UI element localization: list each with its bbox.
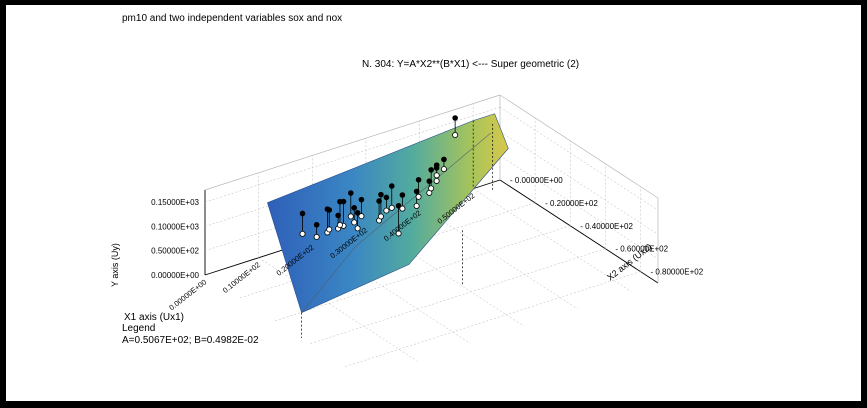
observed-point-17 [413,188,420,195]
observed-point-24 [452,115,458,121]
floor-gridline-x2-3 [345,271,641,367]
legend-text: A=0.5067E+02; B=0.4982E-02 [122,335,259,346]
floor-gridline-x1-4 [473,188,632,292]
floor-gridline-x1-3 [419,205,578,310]
x-tick-label-1: 0.10000E+02 [221,260,262,295]
observed-point-4 [335,212,341,219]
observed-point-11 [376,198,382,204]
fitted-point-18 [415,193,422,200]
observed-point-6 [337,198,343,205]
side-gridline-y-1 [499,131,659,235]
chart-header: pm10 and two independent variables sox a… [122,13,342,24]
fitted-point-21 [433,177,440,184]
observed-point-14 [383,194,390,201]
fitted-surface [267,113,509,314]
y-tick-label-1: 0.50000E+02 [151,247,199,256]
observed-point-16 [399,192,406,198]
z-tick-label-3: - 0.60000E+02 [615,245,668,254]
fitted-point-12 [377,213,384,220]
fitted-point-6 [336,222,343,229]
side-wall-top [499,94,659,199]
z-tick-label-4: - 0.80000E+02 [650,268,703,277]
observed-point-9 [347,190,354,196]
x2-axis-line [499,179,659,284]
x-axis-label: X1 axis (Ux1) [124,312,184,323]
floor-gridline-x1-2 [365,222,525,327]
fitted-point-24 [452,131,459,138]
observed-point-23 [441,156,447,163]
observed-point-22 [433,162,440,168]
y-tick-label-3: 0.15000E+03 [151,198,199,207]
z-tick-label-1: - 0.20000E+02 [545,199,598,208]
fitted-point-22 [433,172,440,179]
fitted-point-14 [383,207,390,214]
x-tick-label-0: 0.00000E+00 [167,277,208,312]
observed-point-10 [358,196,365,203]
fitted-point-15 [388,204,395,211]
observed-point-3 [326,207,333,213]
floor-gridline-x1-1 [312,240,471,344]
fitted-point-10 [358,213,365,220]
legend-title: Legend [122,323,155,334]
fitted-point-23 [440,166,447,173]
observed-point-1 [313,221,320,228]
side-gridline-y-2 [499,106,659,211]
observed-point-7 [354,210,361,216]
fitted-point-0 [299,230,306,237]
fitted-point-1 [313,233,320,240]
fitted-point-8 [351,219,358,226]
observed-point-8 [351,205,358,211]
fitted-point-20 [428,185,435,192]
fitted-point-3 [326,226,333,233]
y-tick-label-0: 0.00000E+00 [151,271,199,280]
chart-title: N. 304: Y=A*X2**(B*X1) <--- Super geomet… [362,59,579,70]
observed-point-15 [388,183,395,189]
observed-point-19 [426,178,433,185]
observed-point-12 [378,191,384,198]
fitted-point-17 [413,202,420,209]
observed-point-18 [415,177,422,183]
fitted-point-9 [347,213,354,220]
z-tick-label-2: - 0.40000E+02 [580,222,633,231]
observed-point-0 [299,210,306,217]
fitted-point-7 [354,225,361,232]
observed-point-20 [428,167,434,173]
side-gridline-y-0 [499,155,659,259]
back-wall-top [204,94,501,191]
drop-lines [301,120,494,338]
floor-gridline-x1-0 [258,257,417,361]
y-tick-label-2: 0.10000E+03 [151,222,199,231]
y-axis-label: Y axis (Uy) [110,243,120,287]
fitted-point-16 [399,205,406,212]
z-tick-label-0: - 0.00000E+00 [510,176,563,185]
data-points [299,115,459,240]
fitted-point-13 [395,230,402,237]
